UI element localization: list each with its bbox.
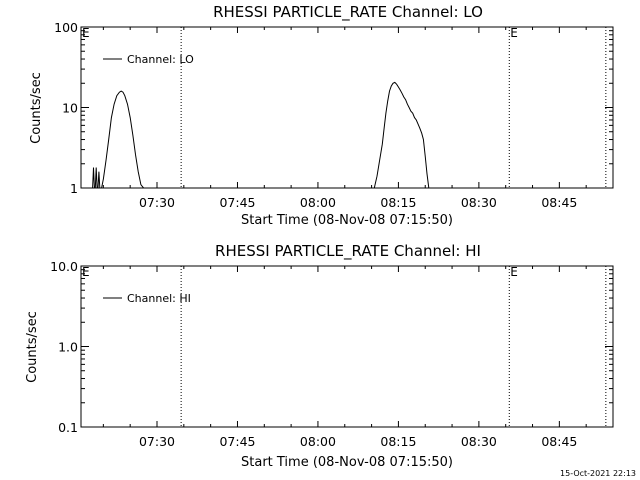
x-tick-label: 08:45 — [541, 434, 577, 449]
event-markers: E — [180, 265, 607, 427]
chart-title: RHESSI PARTICLE_RATE Channel: LO — [213, 3, 483, 22]
x-tick-label: 08:00 — [300, 434, 336, 449]
data-series — [92, 81, 430, 189]
x-tick-label: 08:45 — [541, 195, 577, 210]
plot-frame — [80, 26, 614, 189]
y-tick-label: 1.0 — [58, 340, 78, 355]
timestamp-footer: 15-Oct-2021 22:13 — [560, 469, 636, 478]
x-axis-ticks: 07:30 07:45 08:00 08:15 08:30 08:45 — [102, 27, 614, 210]
x-tick-label: 07:45 — [219, 195, 255, 210]
event-marker-label: E — [510, 26, 518, 40]
x-axis-label: Start Time (08-Nov-08 07:15:50) — [241, 213, 453, 228]
y-axis-ticks: 1 10 100 — [54, 20, 613, 196]
y-axis-label: Counts/sec — [25, 311, 40, 383]
x-tick-label: 08:00 — [300, 195, 336, 210]
start-marker-label: E — [82, 265, 90, 279]
x-tick-label: 07:45 — [219, 434, 255, 449]
plot-frame — [80, 265, 614, 428]
y-tick-label: 10.0 — [50, 259, 78, 274]
legend-entry: Channel: LO — [127, 53, 194, 66]
y-tick-label: 0.1 — [58, 420, 78, 435]
x-tick-label: 08:15 — [380, 434, 416, 449]
x-tick-label: 08:30 — [461, 434, 497, 449]
x-tick-label: 07:30 — [139, 195, 175, 210]
y-axis-ticks: 0.1 1.0 10.0 — [50, 259, 613, 435]
event-markers: E — [180, 26, 607, 188]
chart-panel-lo: RHESSI PARTICLE_RATE Channel: LO Counts/… — [29, 3, 614, 228]
chart-title: RHESSI PARTICLE_RATE Channel: HI — [215, 242, 481, 261]
series-line — [373, 81, 430, 189]
start-marker-label: E — [82, 26, 90, 40]
x-tick-label: 08:15 — [380, 195, 416, 210]
y-tick-label: 1 — [70, 181, 78, 196]
event-marker-label: E — [510, 265, 518, 279]
y-axis-label: Counts/sec — [29, 72, 44, 144]
x-tick-label: 08:30 — [461, 195, 497, 210]
x-axis-ticks: 07:30 07:45 08:00 08:15 08:30 08:45 — [102, 266, 614, 449]
y-tick-label: 100 — [54, 20, 78, 35]
chart-panel-hi: RHESSI PARTICLE_RATE Channel: HI Counts/… — [25, 242, 614, 470]
x-axis-label: Start Time (08-Nov-08 07:15:50) — [241, 455, 453, 470]
x-tick-label: 07:30 — [139, 434, 175, 449]
legend-entry: Channel: HI — [127, 292, 191, 305]
series-line — [92, 90, 147, 189]
y-tick-label: 10 — [62, 101, 78, 116]
